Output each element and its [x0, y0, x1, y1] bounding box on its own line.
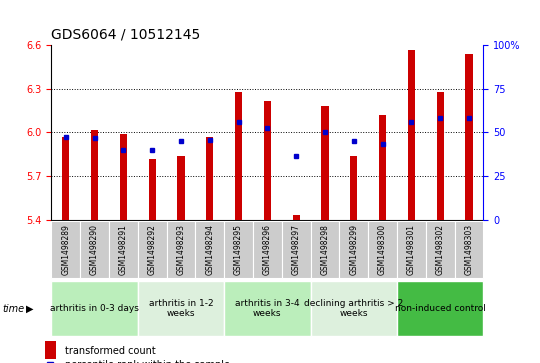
- Bar: [310, 281, 397, 337]
- Text: GSM1498294: GSM1498294: [205, 224, 214, 275]
- Text: declining arthritis > 2
weeks: declining arthritis > 2 weeks: [304, 299, 403, 318]
- Bar: [436, 92, 444, 220]
- Text: arthritis in 1-2
weeks: arthritis in 1-2 weeks: [148, 299, 213, 318]
- Bar: [368, 221, 397, 278]
- Bar: [51, 281, 138, 337]
- Text: GSM1498298: GSM1498298: [320, 224, 329, 275]
- Text: GSM1498299: GSM1498299: [349, 224, 358, 275]
- Text: GSM1498292: GSM1498292: [147, 224, 157, 275]
- Bar: [253, 221, 282, 278]
- Bar: [45, 341, 56, 359]
- Text: GSM1498293: GSM1498293: [177, 224, 185, 275]
- Bar: [455, 221, 483, 278]
- Bar: [138, 221, 166, 278]
- Text: time: time: [3, 303, 25, 314]
- Bar: [195, 221, 224, 278]
- Bar: [264, 101, 271, 220]
- Text: GSM1498295: GSM1498295: [234, 224, 243, 275]
- Bar: [138, 281, 224, 337]
- Text: percentile rank within the sample: percentile rank within the sample: [65, 360, 230, 363]
- Text: GDS6064 / 10512145: GDS6064 / 10512145: [51, 28, 200, 42]
- Bar: [235, 92, 242, 220]
- Bar: [224, 281, 310, 337]
- Bar: [426, 221, 455, 278]
- Bar: [148, 159, 156, 220]
- Bar: [408, 50, 415, 220]
- Bar: [350, 156, 357, 220]
- Text: GSM1498291: GSM1498291: [119, 224, 128, 275]
- Bar: [224, 221, 253, 278]
- Bar: [91, 130, 98, 220]
- Text: GSM1498289: GSM1498289: [61, 224, 70, 275]
- Bar: [80, 221, 109, 278]
- Bar: [166, 221, 195, 278]
- Text: GSM1498296: GSM1498296: [263, 224, 272, 275]
- Bar: [465, 54, 472, 220]
- Bar: [310, 221, 339, 278]
- Text: ▶: ▶: [26, 303, 33, 314]
- Bar: [339, 221, 368, 278]
- Text: non-induced control: non-induced control: [395, 304, 485, 313]
- Bar: [51, 221, 80, 278]
- Bar: [177, 156, 185, 220]
- Bar: [321, 106, 328, 220]
- Text: GSM1498300: GSM1498300: [378, 224, 387, 275]
- Text: arthritis in 0-3 days: arthritis in 0-3 days: [50, 304, 139, 313]
- Text: GSM1498290: GSM1498290: [90, 224, 99, 275]
- Text: arthritis in 3-4
weeks: arthritis in 3-4 weeks: [235, 299, 300, 318]
- Bar: [120, 134, 127, 220]
- Bar: [206, 137, 213, 220]
- Bar: [109, 221, 138, 278]
- Bar: [293, 215, 300, 220]
- Bar: [282, 221, 310, 278]
- Text: GSM1498297: GSM1498297: [292, 224, 301, 275]
- Text: GSM1498302: GSM1498302: [436, 224, 444, 275]
- Bar: [62, 137, 69, 220]
- Text: GSM1498303: GSM1498303: [464, 224, 474, 275]
- Text: GSM1498301: GSM1498301: [407, 224, 416, 275]
- Bar: [379, 115, 386, 220]
- Bar: [397, 221, 426, 278]
- Text: transformed count: transformed count: [65, 346, 156, 356]
- Bar: [397, 281, 483, 337]
